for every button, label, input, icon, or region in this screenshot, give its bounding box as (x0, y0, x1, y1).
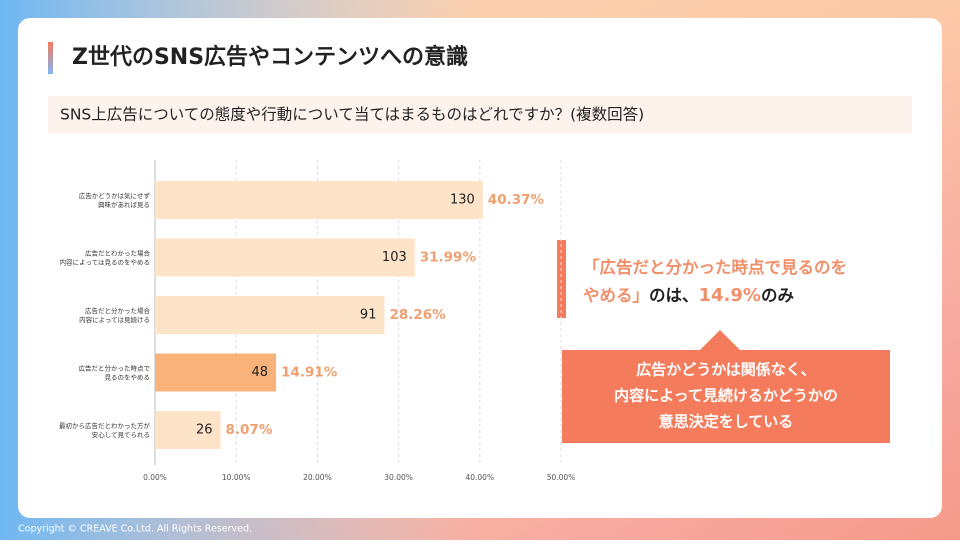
bar (155, 353, 277, 392)
highlight-segment: のは、 (649, 286, 699, 305)
highlight-line: やめる」のは、14.9%のみ (583, 285, 794, 306)
category-label: 最初から広告だとわかった方が (59, 421, 151, 430)
count-label: 91 (360, 308, 377, 323)
category-label: 広告だと分かった場合 (85, 306, 151, 315)
value-label: 31.99% (420, 250, 477, 266)
highlight-segment: やめる」 (583, 286, 649, 305)
highlight-bar (557, 240, 566, 318)
category-label: 興味があれば見る (98, 200, 150, 209)
callout-box (562, 350, 890, 443)
title-accent (48, 42, 53, 74)
highlight-line: 「広告だと分かった時点で見るのを (583, 257, 847, 277)
category-label: 内容によっては見るのをやめる (60, 258, 150, 267)
category-label: 広告だと分かった時点で (79, 364, 151, 373)
category-label: 安心して見てられる (92, 430, 150, 439)
value-label: 8.07% (226, 422, 273, 438)
callout-line: 内容によって見続けるかどうかの (614, 387, 838, 405)
x-tick-label: 50.00% (547, 473, 576, 482)
bar (155, 238, 415, 277)
category-label: 広告だとわかった場合 (85, 249, 151, 258)
copyright: Copyright © CREAVE Co.Ltd. All Rights Re… (18, 524, 252, 535)
x-tick-label: 30.00% (384, 473, 413, 482)
category-label: 広告かどうかは気にせず (79, 191, 151, 200)
highlight-segment: 14.9% (699, 285, 761, 306)
value-label: 28.26% (389, 307, 446, 323)
category-label: 内容によっては見続ける (79, 315, 150, 324)
x-tick-label: 40.00% (465, 473, 494, 482)
count-label: 130 (450, 193, 475, 208)
category-label: 見るのをやめる (105, 374, 151, 382)
callout-pointer (700, 330, 740, 350)
value-label: 14.91% (281, 365, 338, 381)
question-box (48, 96, 912, 133)
title: Z世代のSNS広告やコンテンツへの意識 (72, 44, 468, 70)
bar (155, 411, 221, 449)
count-label: 103 (382, 250, 407, 265)
count-label: 48 (252, 365, 269, 380)
callout-line: 広告かどうかは関係なく、 (636, 361, 815, 379)
highlight-segment: 「広告だと分かった時点で見るのを (583, 257, 847, 277)
x-tick-label: 20.00% (303, 473, 332, 482)
x-tick-label: 10.00% (222, 473, 251, 482)
value-label: 40.37% (488, 192, 545, 208)
count-label: 26 (196, 423, 213, 438)
highlight-segment: のみ (761, 286, 795, 305)
x-tick-label: 0.00% (143, 473, 167, 482)
bar (155, 181, 483, 219)
question: SNS上広告についての態度や行動について当てはまるものはどれですか？(複数回答) (60, 106, 644, 124)
bar (155, 296, 385, 334)
callout-line: 意思決定をしている (659, 413, 794, 431)
